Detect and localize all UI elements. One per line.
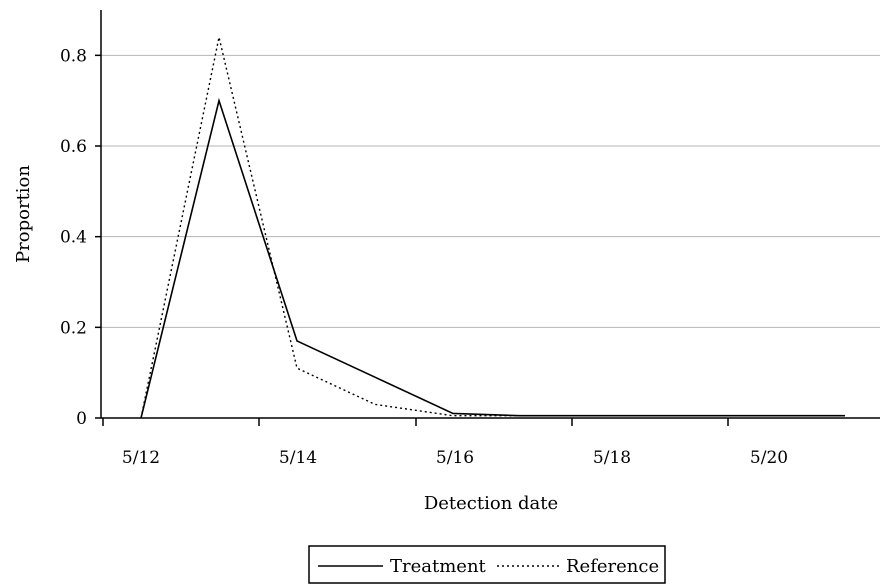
y-tick-label-2: 0.4 [60,228,87,248]
x-tick-label-3: 5/18 [593,448,631,468]
y-tick-label-3: 0.6 [60,137,87,157]
legend-box [308,545,666,584]
gridlines [101,54,880,328]
legend-label-treatment: Treatment [390,556,487,577]
legend-label-reference: Reference [566,556,659,577]
legend: Treatment Reference [308,545,666,584]
x-tick-label-4: 5/20 [750,448,788,468]
y-ticks: 0 0.2 0.4 0.6 0.8 [60,46,101,429]
x-ticks: 5/12 5/14 5/16 5/18 5/20 [102,418,788,468]
series-line-treatment [140,97,845,419]
x-tick-label-1: 5/14 [279,448,317,468]
y-tick-label-1: 0.2 [60,318,87,338]
x-tick-label-0: 5/12 [122,448,160,468]
series-layer [140,37,845,419]
x-axis-title: Detection date [424,493,558,514]
series-line-reference [140,37,845,419]
y-tick-label-4: 0.8 [60,46,87,66]
y-axis-title: Proportion [13,165,34,263]
y-tick-label-0: 0 [76,409,87,429]
x-tick-label-2: 5/16 [436,448,474,468]
